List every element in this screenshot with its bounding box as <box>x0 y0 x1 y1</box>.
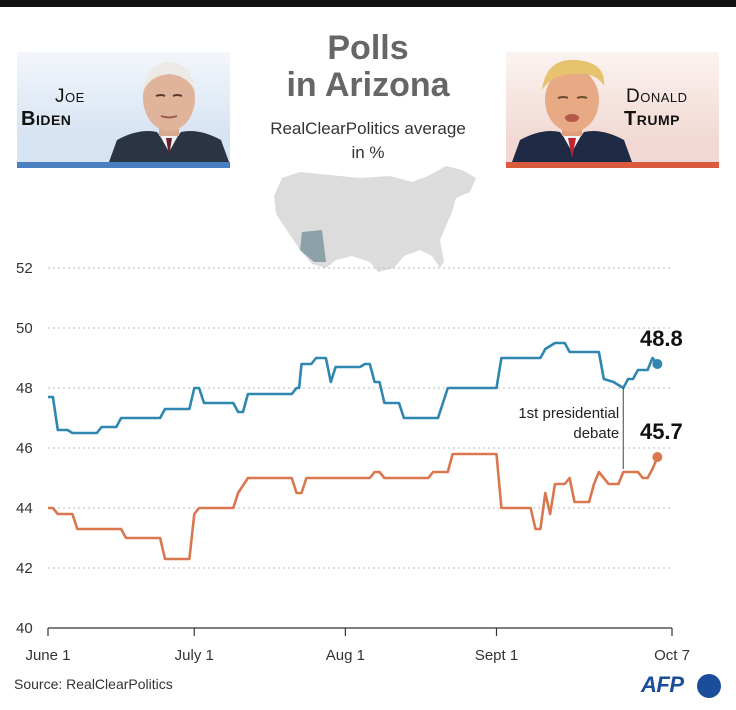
y-tick-label-48: 48 <box>16 380 33 397</box>
source-note: Source: RealClearPolitics <box>14 676 173 692</box>
trump-portrait <box>512 59 632 162</box>
trump-end-point <box>652 452 663 462</box>
grid: 40 42 44 46 48 50 52 <box>16 260 672 637</box>
debate-annotation: 1st presidential debate <box>518 388 624 469</box>
biden-panel: Joe Biden <box>17 52 230 168</box>
x-tick-label-2: Aug 1 <box>326 647 365 664</box>
chart-subtitle: RealClearPolitics average in % <box>220 117 516 165</box>
y-tick-label-40: 40 <box>16 620 33 637</box>
y-tick-label-50: 50 <box>16 320 33 337</box>
agency-logo: AFP <box>641 672 684 697</box>
subtitle-line-1: RealClearPolitics average <box>270 119 466 138</box>
trump-line <box>48 452 659 561</box>
x-tick-label-3: Sept 1 <box>475 647 518 664</box>
trump-last-name: Trump <box>624 108 680 130</box>
title-line-2: in Arizona <box>286 66 450 104</box>
x-tick-label-0: June 1 <box>25 647 70 664</box>
y-tick-label-52: 52 <box>16 260 33 277</box>
y-tick-label-44: 44 <box>16 500 33 517</box>
biden-first-name: Joe <box>55 86 85 107</box>
us-shape <box>274 166 476 272</box>
biden-portrait <box>109 62 229 162</box>
chart-title: Polls in Arizona <box>230 30 506 104</box>
agency-logo-dot <box>697 674 721 698</box>
x-tick-label-1: July 1 <box>175 647 214 664</box>
biden-line <box>48 341 659 435</box>
subtitle-line-2: in % <box>351 143 385 162</box>
biden-end-label: 48.8 <box>640 326 683 351</box>
trump-end-label: 45.7 <box>640 419 683 444</box>
biden-last-name: Biden <box>21 108 72 130</box>
debate-label-line-2: debate <box>573 425 619 442</box>
trump-panel: Donald Trump <box>506 52 719 168</box>
y-tick-label-42: 42 <box>16 560 33 577</box>
series-lines: 48.8 45.7 <box>48 326 683 561</box>
us-map <box>274 166 476 272</box>
top-bar <box>0 0 736 7</box>
y-tick-label-46: 46 <box>16 440 33 457</box>
title-line-1: Polls <box>327 29 409 67</box>
x-tick-label-4: Oct 7 <box>654 647 690 664</box>
trump-first-name: Donald <box>626 86 688 107</box>
debate-label-line-1: 1st presidential <box>518 405 619 422</box>
biden-end-point <box>652 359 663 369</box>
arizona-highlight <box>300 230 326 262</box>
x-axis: June 1 July 1 Aug 1 Sept 1 Oct 7 <box>25 628 690 664</box>
